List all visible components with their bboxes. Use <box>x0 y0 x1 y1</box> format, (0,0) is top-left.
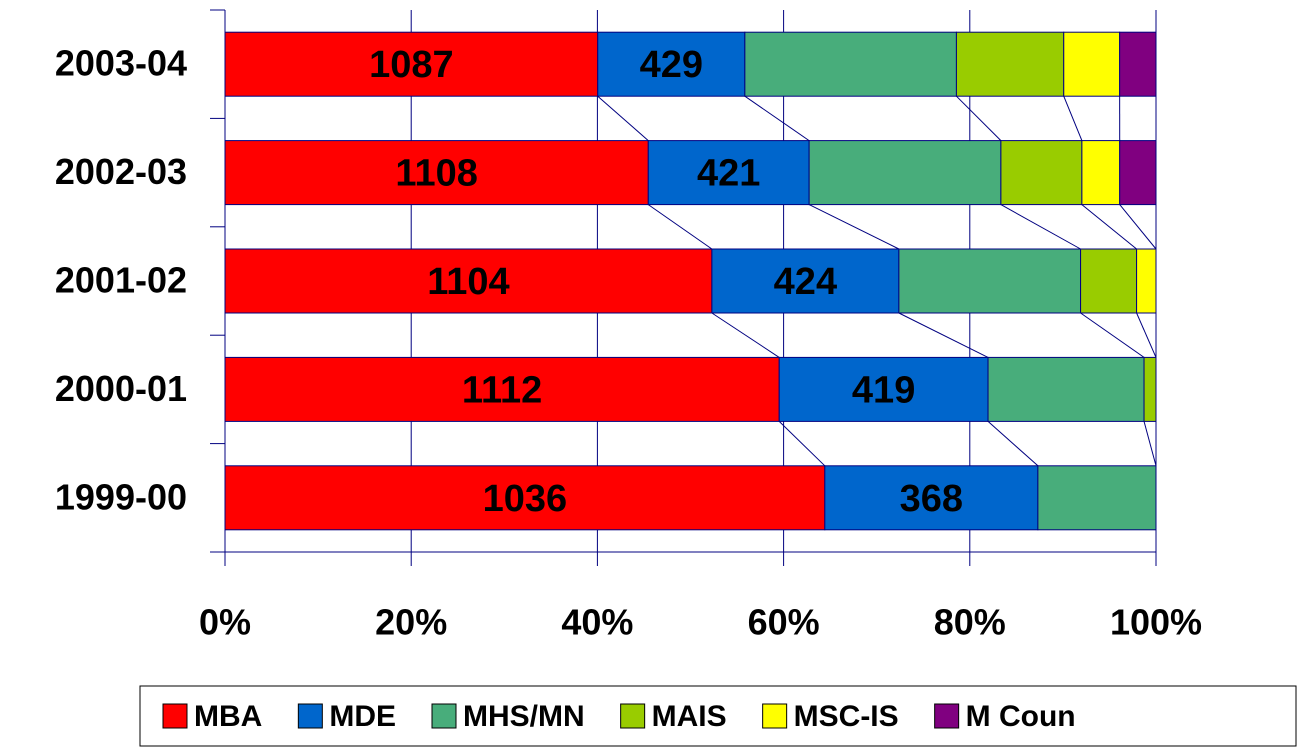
bar-segment <box>1000 140 1083 206</box>
data-label: 424 <box>774 261 837 303</box>
legend-swatch <box>762 703 788 729</box>
bar-segment <box>224 356 780 422</box>
bar-segment <box>1063 31 1121 97</box>
data-label: 421 <box>697 153 760 195</box>
bar-segment <box>898 248 1082 314</box>
bar-segment <box>1119 140 1157 206</box>
bar-segment <box>1119 31 1157 97</box>
bar-segment <box>987 356 1145 422</box>
data-label: 419 <box>852 369 915 411</box>
legend-label: MHS/MN <box>463 700 585 733</box>
x-tick-label: 80% <box>934 602 1006 643</box>
series-line <box>1063 96 1083 141</box>
y-tick-label: 2001-02 <box>55 260 187 301</box>
series-line <box>1081 204 1137 250</box>
data-label: 1087 <box>369 44 454 86</box>
bar-segment <box>1136 248 1157 314</box>
bar-segment <box>1081 140 1121 206</box>
legend-box <box>139 685 1297 747</box>
data-label: 1104 <box>427 261 509 303</box>
series-line <box>744 95 810 142</box>
bar-segment <box>711 248 900 314</box>
series-line <box>1136 312 1157 358</box>
legend-label: MAIS <box>652 700 727 733</box>
legend-label: MSC-IS <box>794 700 899 733</box>
bar-segment <box>778 356 989 422</box>
series-line <box>1000 204 1081 250</box>
series-line <box>711 312 780 358</box>
x-tick-label: 100% <box>1110 602 1202 643</box>
x-tick-label: 0% <box>199 602 251 643</box>
series-line <box>1143 421 1157 466</box>
bar-segment <box>224 248 713 314</box>
series-line <box>898 312 989 358</box>
bar-segment <box>647 140 810 206</box>
series-line <box>956 95 1002 141</box>
data-label: 429 <box>640 44 703 86</box>
bar-segment <box>824 465 1039 531</box>
bar-segment <box>955 31 1065 97</box>
y-tick-label: 1999-00 <box>55 476 187 517</box>
series-line <box>1119 204 1157 250</box>
legend-label: M Coun <box>966 700 1076 733</box>
bar-segment <box>597 31 746 97</box>
bar-segment <box>808 140 1002 206</box>
bar-segment <box>224 140 649 206</box>
data-label: 1036 <box>483 478 568 520</box>
series-line <box>597 95 649 141</box>
y-tick-label: 2002-03 <box>55 151 187 192</box>
data-label: 368 <box>900 478 963 520</box>
bar-segment <box>1037 465 1157 531</box>
bar-segment <box>224 31 599 97</box>
legend-swatch <box>620 703 646 729</box>
y-tick-label: 2003-04 <box>55 43 187 84</box>
series-line <box>987 421 1039 467</box>
bar-segment <box>224 465 826 531</box>
legend-swatch <box>934 703 960 729</box>
data-label: 1112 <box>462 369 542 411</box>
bar-segment <box>1143 356 1157 422</box>
x-tick-label: 40% <box>561 602 633 643</box>
bar-segment <box>744 31 957 97</box>
series-line <box>1080 312 1145 358</box>
legend-label: MBA <box>194 700 262 733</box>
legend-label: MDE <box>329 700 396 733</box>
y-tick-label: 2000-01 <box>55 368 187 409</box>
series-line <box>808 204 900 250</box>
x-tick-label: 60% <box>748 602 820 643</box>
legend: MBA MDE MHS/MN MAIS MSC-IS M Coun <box>139 685 1297 747</box>
x-tick-label: 20% <box>375 602 447 643</box>
legend-swatch <box>431 703 457 729</box>
data-label: 1108 <box>395 153 477 195</box>
series-line <box>778 421 826 467</box>
legend-swatch <box>297 703 323 729</box>
series-line <box>647 204 713 250</box>
legend-swatch <box>162 703 188 729</box>
bar-segment <box>1080 248 1138 314</box>
